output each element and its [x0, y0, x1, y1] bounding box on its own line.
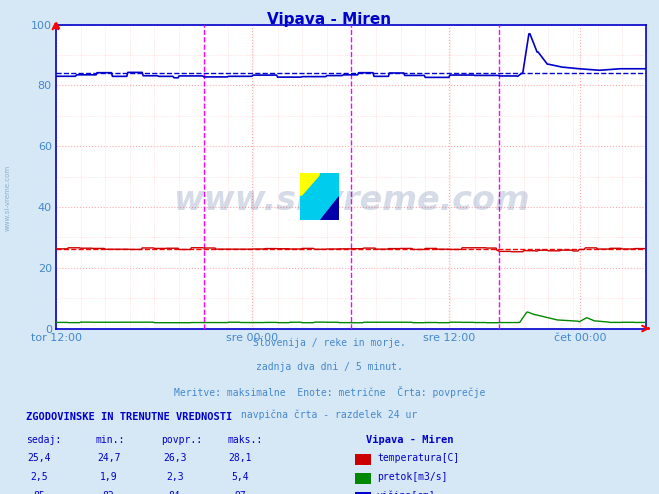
Polygon shape — [300, 173, 339, 220]
Text: povpr.:: povpr.: — [161, 435, 202, 445]
Polygon shape — [320, 173, 339, 197]
Text: zadnja dva dni / 5 minut.: zadnja dva dni / 5 minut. — [256, 362, 403, 372]
Text: min.:: min.: — [96, 435, 125, 445]
Text: pretok[m3/s]: pretok[m3/s] — [377, 472, 447, 482]
Text: 28,1: 28,1 — [229, 453, 252, 463]
Text: 85: 85 — [34, 491, 45, 494]
Text: 2,3: 2,3 — [166, 472, 183, 482]
Text: sedaj:: sedaj: — [26, 435, 61, 445]
Text: 82: 82 — [103, 491, 115, 494]
Text: 24,7: 24,7 — [97, 453, 121, 463]
Text: 25,4: 25,4 — [28, 453, 51, 463]
Text: 2,5: 2,5 — [31, 472, 48, 482]
Polygon shape — [300, 173, 320, 197]
Text: Vipava - Miren: Vipava - Miren — [268, 12, 391, 27]
Text: www.si-vreme.com: www.si-vreme.com — [173, 184, 529, 217]
Text: Slovenija / reke in morje.: Slovenija / reke in morje. — [253, 338, 406, 348]
Text: Meritve: maksimalne  Enote: metrične  Črta: povprečje: Meritve: maksimalne Enote: metrične Črta… — [174, 386, 485, 398]
Text: 5,4: 5,4 — [232, 472, 249, 482]
Text: maks.:: maks.: — [227, 435, 262, 445]
Text: navpična črta - razdelek 24 ur: navpična črta - razdelek 24 ur — [241, 410, 418, 420]
Text: temperatura[C]: temperatura[C] — [377, 453, 459, 463]
Polygon shape — [320, 197, 339, 220]
Polygon shape — [300, 173, 320, 197]
Text: 26,3: 26,3 — [163, 453, 186, 463]
Text: 1,9: 1,9 — [100, 472, 117, 482]
Text: ZGODOVINSKE IN TRENUTNE VREDNOSTI: ZGODOVINSKE IN TRENUTNE VREDNOSTI — [26, 412, 233, 422]
Text: 97: 97 — [235, 491, 246, 494]
Text: višina[cm]: višina[cm] — [377, 491, 436, 494]
Polygon shape — [320, 197, 339, 220]
Text: Vipava - Miren: Vipava - Miren — [366, 435, 453, 445]
Polygon shape — [300, 197, 320, 220]
Text: www.si-vreme.com: www.si-vreme.com — [5, 165, 11, 231]
Text: 84: 84 — [169, 491, 181, 494]
